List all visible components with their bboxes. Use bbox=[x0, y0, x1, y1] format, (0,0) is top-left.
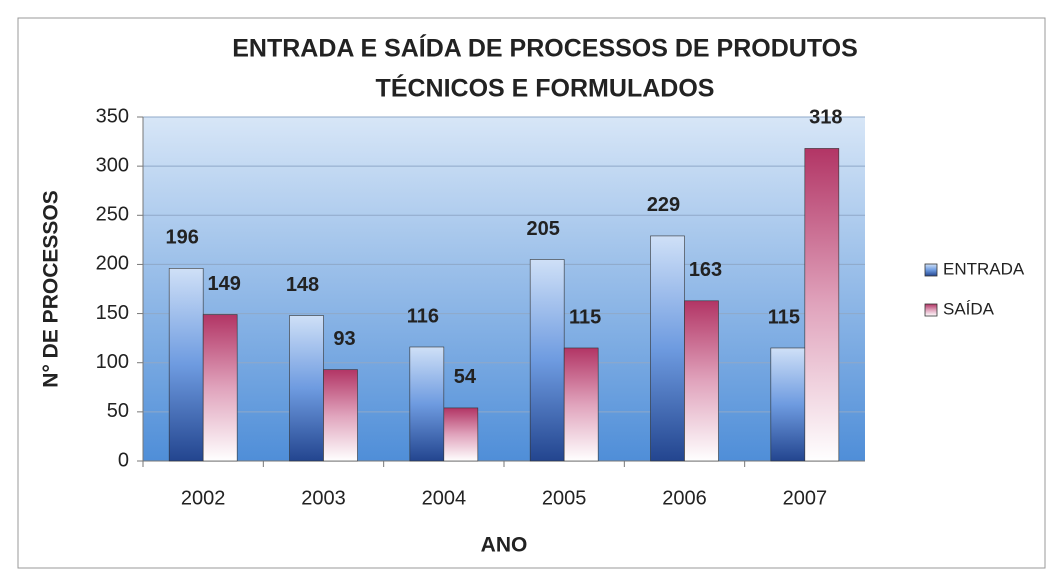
chart-title: TÉCNICOS E FORMULADOS bbox=[376, 74, 715, 103]
bar bbox=[323, 369, 358, 462]
bar bbox=[804, 148, 840, 462]
bar bbox=[443, 407, 479, 462]
x-tick-label: 2005 bbox=[542, 487, 587, 509]
bar bbox=[202, 314, 238, 462]
data-label: 115 bbox=[569, 306, 601, 328]
y-tick-label: 350 bbox=[96, 105, 129, 127]
data-label: 93 bbox=[333, 328, 355, 350]
bar bbox=[168, 268, 204, 462]
data-label: 115 bbox=[768, 306, 800, 328]
bar bbox=[409, 346, 445, 462]
plot-area bbox=[143, 117, 865, 461]
x-tick-label: 2002 bbox=[181, 487, 226, 509]
data-label: 54 bbox=[454, 366, 477, 388]
data-label: 163 bbox=[689, 259, 722, 281]
data-label: 205 bbox=[526, 218, 559, 240]
x-tick-label: 2003 bbox=[301, 487, 346, 509]
bar bbox=[770, 347, 806, 462]
bar bbox=[650, 235, 685, 462]
bar bbox=[289, 315, 324, 462]
x-axis-label: ANO bbox=[481, 534, 528, 557]
chart-title: ENTRADA E SAÍDA DE PROCESSOS DE PRODUTOS bbox=[232, 34, 858, 63]
legend-label: SAÍDA bbox=[943, 299, 995, 318]
y-tick-label: 100 bbox=[96, 351, 129, 373]
bar bbox=[529, 259, 565, 462]
legend-label: ENTRADA bbox=[943, 259, 1025, 278]
y-tick-label: 150 bbox=[96, 302, 129, 324]
legend-swatch bbox=[924, 303, 938, 317]
data-label: 148 bbox=[286, 274, 319, 296]
y-tick-label: 300 bbox=[96, 154, 129, 176]
y-tick-label: 50 bbox=[107, 400, 129, 422]
y-tick-label: 0 bbox=[118, 449, 129, 471]
x-tick-label: 2006 bbox=[662, 487, 707, 509]
data-label: 196 bbox=[165, 227, 198, 249]
y-axis-label: N° DE PROCESSOS bbox=[40, 190, 63, 387]
data-label: 116 bbox=[407, 305, 439, 327]
data-label: 229 bbox=[647, 194, 680, 216]
y-tick-label: 250 bbox=[96, 204, 129, 226]
data-label: 318 bbox=[809, 107, 842, 129]
y-tick-label: 200 bbox=[96, 253, 129, 275]
x-tick-label: 2007 bbox=[783, 487, 828, 509]
bar bbox=[684, 300, 719, 462]
x-tick-label: 2004 bbox=[422, 487, 467, 509]
legend-swatch bbox=[924, 263, 938, 277]
data-label: 149 bbox=[207, 273, 240, 295]
bar bbox=[563, 347, 599, 462]
